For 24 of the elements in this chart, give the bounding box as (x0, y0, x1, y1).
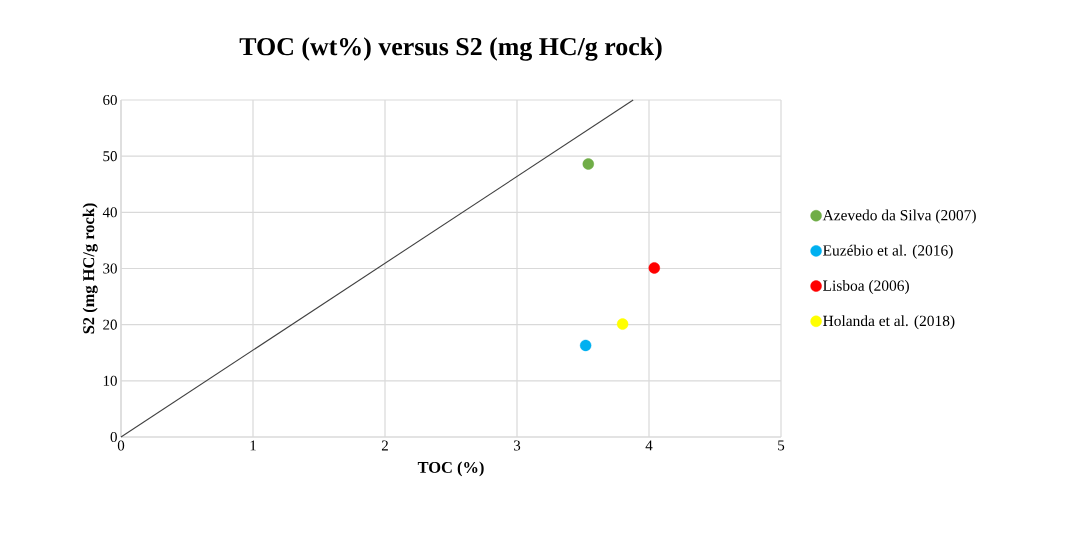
point (582, 158, 594, 170)
y-tick-label: 30 (103, 263, 117, 274)
chart-title: TOC (wt%) versus S2 (mg HC/g rock) (239, 37, 662, 61)
y-tick-label: 20 (103, 319, 117, 330)
y-tick-label: 50 (103, 151, 117, 162)
y-tick-label: 10 (103, 375, 117, 386)
x-tick-label: 5 (778, 440, 785, 451)
legend-label: Holanda et al. (2018) (823, 315, 955, 330)
y-tick-label: 40 (102, 207, 117, 218)
point (616, 318, 629, 330)
x-tick-label: 0 (117, 440, 125, 451)
point (579, 339, 592, 352)
x-axis-title: TOC (%) (417, 461, 484, 477)
legend-label: Azevedo da Silva (2007) (822, 209, 976, 224)
legend-label: Lisboa (2006) (823, 279, 909, 294)
x-tick-label: 1 (250, 440, 256, 451)
legend-label: Euzébio et al. (2016) (823, 244, 953, 259)
y-axis-title: S2 (mg HC/g rock) (82, 203, 98, 334)
x-tick-label: 2 (381, 440, 388, 451)
point (648, 262, 660, 274)
x-tick-label: 4 (645, 440, 653, 451)
y-tick-label: 0 (110, 431, 117, 443)
x-tick-label: 3 (513, 440, 521, 451)
y-tick-label: 60 (103, 94, 117, 106)
